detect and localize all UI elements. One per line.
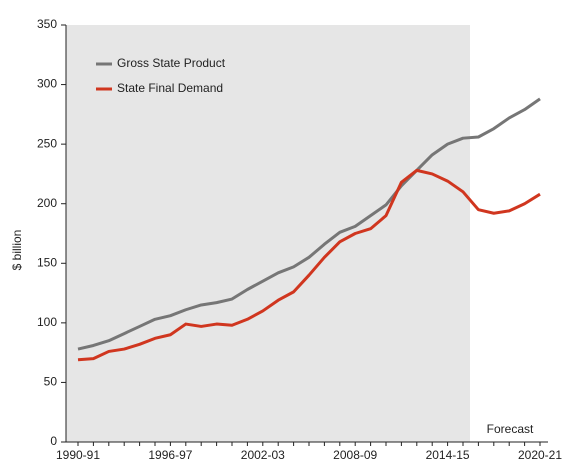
x-tick-label: 1996-97	[148, 448, 192, 462]
y-tick-label: 350	[37, 17, 57, 31]
y-tick-label: 200	[37, 196, 57, 210]
x-tick-label: 2014-15	[426, 448, 470, 462]
y-axis-label: $ billion	[10, 230, 24, 271]
legend-label: Gross State Product	[117, 56, 226, 70]
x-tick-label: 2020-21	[518, 448, 562, 462]
legend-label: State Final Demand	[117, 81, 223, 95]
y-tick-label: 0	[50, 434, 57, 448]
y-tick-label: 300	[37, 77, 57, 91]
forecast-label: Forecast	[487, 422, 534, 436]
y-tick-label: 250	[37, 136, 57, 150]
y-tick-label: 50	[44, 375, 58, 389]
y-tick-label: 150	[37, 255, 57, 269]
x-tick-label: 1990-91	[56, 448, 100, 462]
series-line	[77, 97, 541, 351]
y-tick-label: 100	[37, 315, 57, 329]
x-tick-label: 2008-09	[333, 448, 377, 462]
series-line	[77, 168, 541, 362]
history-shade	[66, 25, 470, 442]
x-tick-label: 2002-03	[241, 448, 285, 462]
